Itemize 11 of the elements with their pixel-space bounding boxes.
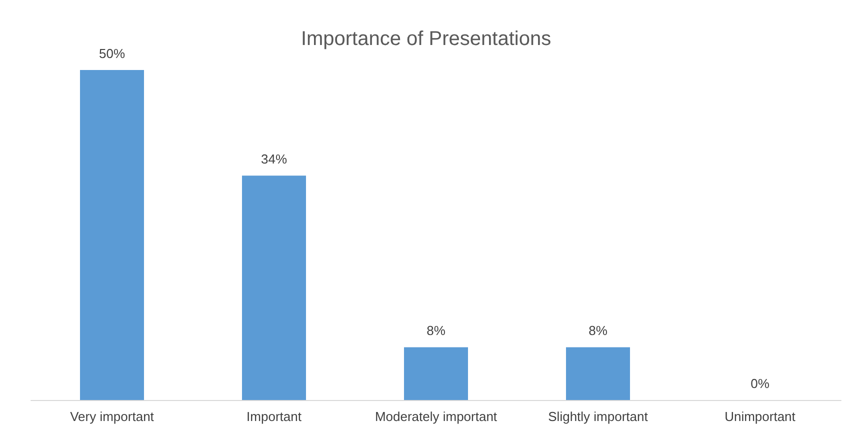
x-tick-label: Very important bbox=[70, 409, 154, 424]
data-label: 8% bbox=[588, 323, 608, 338]
data-label: 50% bbox=[98, 46, 126, 61]
x-tick-label: Important bbox=[246, 409, 302, 424]
data-label: 34% bbox=[260, 152, 288, 167]
x-tick-label: Unimportant bbox=[724, 409, 796, 424]
data-label: 8% bbox=[426, 323, 446, 338]
data-label: 0% bbox=[750, 376, 770, 391]
x-tick-label: Slightly important bbox=[548, 409, 648, 424]
chart-title: Importance of Presentations bbox=[300, 28, 552, 50]
x-tick-label: Moderately important bbox=[374, 409, 498, 424]
